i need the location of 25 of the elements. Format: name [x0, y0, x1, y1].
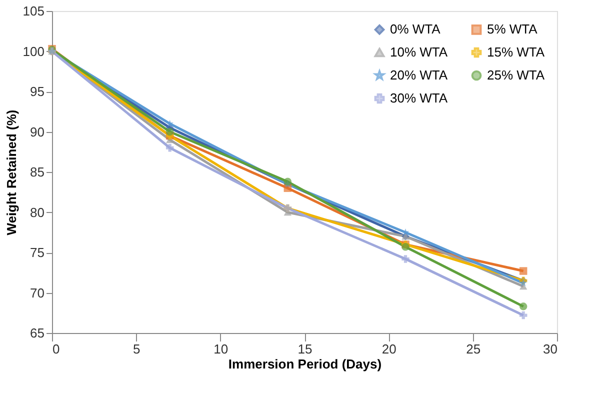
y-tick-label: 105 — [22, 4, 44, 18]
y-axis-title: Weight Retained (%) — [4, 110, 19, 236]
legend-label: 10% WTA — [390, 44, 448, 60]
y-tick-label: 75 — [30, 245, 44, 260]
x-tick-label: 25 — [466, 342, 481, 356]
y-tick-label: 85 — [30, 164, 44, 180]
legend-label: 0% WTA — [390, 22, 441, 37]
legend-label: 20% WTA — [390, 68, 448, 82]
x-axis-title: Immersion Period (Days) — [228, 356, 382, 372]
x-tick-label: 5 — [133, 342, 140, 356]
legend-label: 25% WTA — [487, 68, 545, 82]
y-tick-label: 95 — [30, 84, 44, 99]
x-tick-label: 10 — [214, 342, 228, 356]
x-tick-label: 15 — [298, 342, 312, 356]
x-tick-label: 30 — [543, 342, 558, 356]
legend-label: 15% WTA — [487, 44, 545, 60]
x-tick-label: 20 — [382, 342, 396, 356]
y-tick-label: 100 — [22, 44, 44, 59]
legend-label: 5% WTA — [487, 22, 538, 37]
y-tick-label: 80 — [30, 204, 44, 220]
y-tick-label: 90 — [30, 124, 44, 140]
x-tick-label: 0 — [52, 342, 60, 356]
y-tick-label: 70 — [30, 285, 44, 300]
legend-label: 30% WTA — [390, 90, 448, 106]
y-tick-label: 65 — [30, 326, 44, 340]
